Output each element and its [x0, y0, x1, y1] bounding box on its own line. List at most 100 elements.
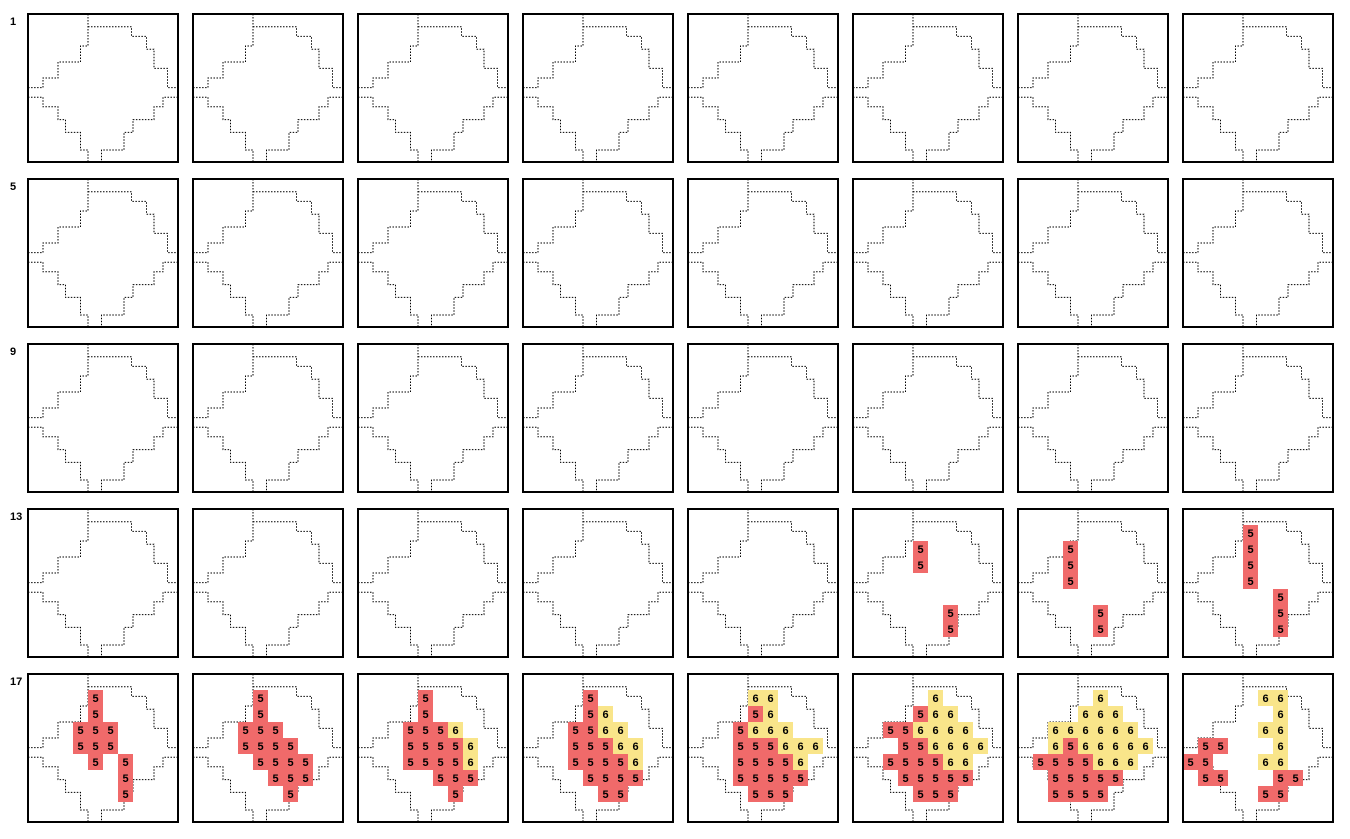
- cell-value-5: [778, 786, 793, 802]
- cell-value-5: [1288, 770, 1303, 786]
- cell-value-5: [598, 738, 613, 754]
- cell-value-5: [628, 770, 643, 786]
- region-outline: [253, 356, 343, 419]
- panel-frame: [852, 343, 1004, 493]
- panel-frame: [1182, 673, 1334, 823]
- cell-label: 5: [962, 773, 968, 785]
- cell-value-5: [103, 722, 118, 738]
- time-step-panel: [522, 508, 674, 658]
- region-outline: [1243, 26, 1333, 89]
- cell-value-5: [583, 706, 598, 722]
- panel-frame: [1182, 13, 1334, 163]
- cell-value-5: [1063, 557, 1078, 573]
- panel-frame: [687, 178, 839, 328]
- cell-value-6: [748, 722, 763, 738]
- region-outline: [28, 261, 89, 327]
- cell-label: 6: [1097, 709, 1103, 721]
- cell-value-5: [748, 786, 763, 802]
- cell-label: 6: [1082, 725, 1088, 737]
- time-step-panel: [1017, 178, 1169, 328]
- region-outline: [926, 261, 1003, 327]
- region-outline: [193, 179, 254, 254]
- cell-label: 6: [932, 693, 938, 705]
- time-step-panel: 6 666 65 5 65 5 6 65 5 5 55 5: [1182, 673, 1334, 823]
- cell-label: 6: [782, 725, 788, 737]
- region-outline: [28, 426, 89, 492]
- region-outline: [418, 191, 508, 254]
- time-step-panel: [687, 178, 839, 328]
- time-step-panel: [1017, 343, 1169, 493]
- region-outline: [193, 344, 254, 419]
- region-outline: [28, 756, 89, 822]
- cell-value-5: [418, 754, 433, 770]
- cell-value-5: [1213, 738, 1228, 754]
- region-outline: [1018, 261, 1079, 327]
- region-outline: [28, 591, 89, 657]
- cell-label: 5: [1202, 773, 1208, 785]
- cell-label: 5: [1247, 576, 1253, 588]
- cell-value-5: [418, 722, 433, 738]
- cell-value-5: [1063, 770, 1078, 786]
- region-outline: [1018, 509, 1079, 584]
- cell-value-5: [1078, 786, 1093, 802]
- panel-frame: [27, 178, 179, 328]
- cell-label: 5: [287, 757, 293, 769]
- cell-label: 5: [737, 773, 743, 785]
- cell-label: 5: [1067, 741, 1073, 753]
- cell-label: 6: [632, 757, 638, 769]
- cell-value-5: [943, 786, 958, 802]
- region-outline: [1078, 686, 1168, 749]
- cell-value-5: [298, 770, 313, 786]
- cell-label: 5: [602, 757, 608, 769]
- cell-label: 5: [587, 757, 593, 769]
- cell-label: 6: [1277, 693, 1283, 705]
- cell-value-5: [763, 738, 778, 754]
- cell-value-5: [613, 786, 628, 802]
- cell-label: 6: [1142, 741, 1148, 753]
- cell-label: 6: [632, 741, 638, 753]
- panel-frame: [1017, 508, 1169, 658]
- cell-value-5: [1243, 573, 1258, 589]
- panel-frame: [522, 343, 674, 493]
- cell-value-6: [958, 754, 973, 770]
- region-outline: [596, 261, 673, 327]
- cell-label: 5: [902, 773, 908, 785]
- cell-label: 5: [272, 757, 278, 769]
- region-outline: [88, 521, 178, 584]
- cell-value-5: [448, 754, 463, 770]
- cell-value-5: [418, 706, 433, 722]
- region-outline: [1078, 26, 1168, 89]
- region-outline: [431, 426, 508, 492]
- cell-value-5: [928, 770, 943, 786]
- panel-frame: [27, 508, 179, 658]
- cell-label: 5: [1097, 624, 1103, 636]
- cell-label: 5: [1247, 560, 1253, 572]
- cell-label: 6: [617, 725, 623, 737]
- region-outline: [1183, 509, 1244, 584]
- cell-value-6: [463, 738, 478, 754]
- region-outline: [193, 14, 254, 89]
- region-outline: [523, 426, 584, 492]
- region-outline: [523, 756, 584, 822]
- time-step-panel: 6 65 65 6 6 65 5 5 6 6 65 5 5 5 65 5 5 5 55 5 5: [687, 673, 839, 823]
- region-outline: [688, 261, 749, 327]
- time-step-panel: [27, 508, 179, 658]
- region-outline: [1243, 191, 1333, 254]
- cell-label: 5: [917, 560, 923, 572]
- cell-label: 6: [1097, 757, 1103, 769]
- cell-value-5: [283, 786, 298, 802]
- cell-label: 5: [1217, 741, 1223, 753]
- cell-label: 6: [1277, 725, 1283, 737]
- cell-label: 5: [302, 773, 308, 785]
- panel-frame: [1182, 508, 1334, 658]
- time-step-panel: [852, 343, 1004, 493]
- cell-label: 6: [1277, 757, 1283, 769]
- cell-value-5: [1033, 754, 1048, 770]
- cell-label: 5: [272, 773, 278, 785]
- cell-value-5: [568, 738, 583, 754]
- cell-label: 5: [437, 725, 443, 737]
- region-outline: [28, 14, 89, 89]
- cell-value-6: [1273, 738, 1288, 754]
- panel-frame: [192, 673, 344, 823]
- cell-label: 6: [1112, 741, 1118, 753]
